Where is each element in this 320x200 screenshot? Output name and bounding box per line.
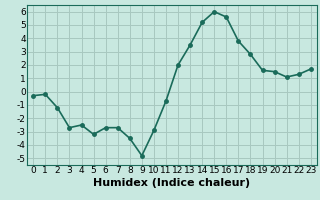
X-axis label: Humidex (Indice chaleur): Humidex (Indice chaleur) bbox=[93, 178, 251, 188]
